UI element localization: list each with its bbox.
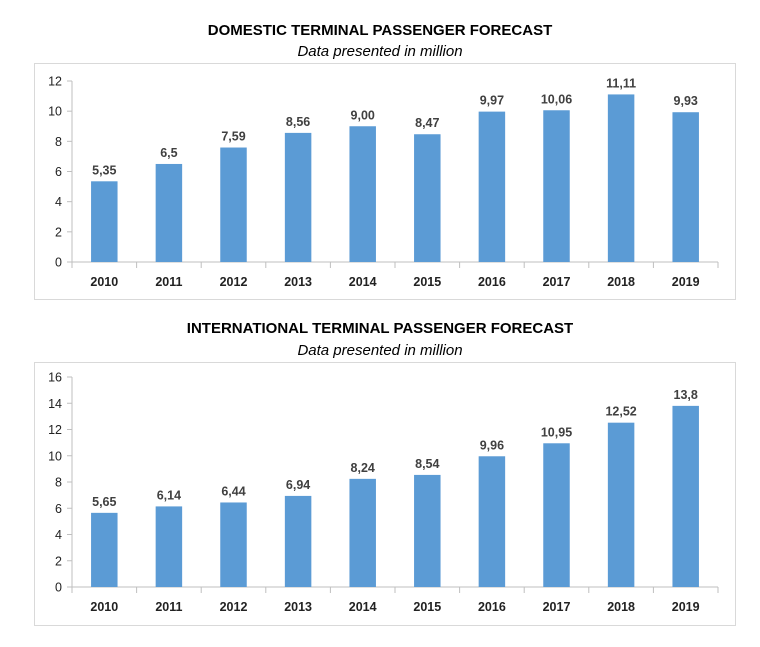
bar-2019 bbox=[672, 405, 699, 587]
y-tick-label: 2 bbox=[55, 225, 62, 239]
x-tick-label: 2017 bbox=[543, 275, 571, 289]
bar-2014 bbox=[349, 126, 376, 262]
x-tick-label: 2019 bbox=[672, 600, 700, 614]
data-label: 6,14 bbox=[157, 488, 181, 502]
x-tick-label: 2010 bbox=[90, 600, 118, 614]
bar-2012 bbox=[220, 502, 247, 587]
data-label: 9,96 bbox=[480, 438, 504, 452]
data-label: 7,59 bbox=[221, 130, 245, 144]
data-label: 5,35 bbox=[92, 163, 116, 177]
data-label: 8,54 bbox=[415, 457, 439, 471]
data-label: 10,06 bbox=[541, 92, 572, 106]
y-tick-label: 6 bbox=[55, 165, 62, 179]
bar-2014 bbox=[349, 478, 376, 587]
y-tick-label: 4 bbox=[55, 195, 62, 209]
bar-2019 bbox=[672, 112, 699, 262]
bar-2016 bbox=[478, 111, 506, 262]
x-tick-label: 2011 bbox=[155, 275, 182, 289]
chart-title-domestic: DOMESTIC TERMINAL PASSENGER FORECAST bbox=[207, 22, 553, 39]
data-label: 11,11 bbox=[606, 76, 636, 90]
x-tick-label: 2016 bbox=[478, 600, 506, 614]
data-label: 8,56 bbox=[286, 115, 310, 129]
x-tick-label: 2014 bbox=[349, 600, 377, 614]
data-label: 6,44 bbox=[221, 484, 245, 498]
x-tick-label: 2018 bbox=[607, 275, 635, 289]
y-tick-label: 12 bbox=[48, 423, 62, 437]
y-tick-label: 4 bbox=[55, 528, 62, 542]
y-tick-label: 6 bbox=[55, 502, 62, 516]
chart-title-international: INTERNATIONAL TERMINAL PASSENGER FORECAS… bbox=[186, 320, 574, 337]
x-tick-label: 2017 bbox=[543, 600, 571, 614]
bar-2017 bbox=[543, 443, 570, 587]
data-label: 8,47 bbox=[415, 116, 439, 130]
data-label: 6,5 bbox=[160, 146, 177, 160]
data-label: 8,24 bbox=[351, 461, 375, 475]
x-tick-label: 2013 bbox=[284, 600, 312, 614]
data-label: 9,97 bbox=[480, 94, 504, 108]
y-tick-label: 0 bbox=[55, 256, 62, 270]
data-label: 12,52 bbox=[605, 405, 636, 419]
x-tick-label: 2013 bbox=[284, 275, 312, 289]
bar-2010 bbox=[91, 181, 118, 262]
bar-2018 bbox=[607, 94, 635, 262]
bar-2010 bbox=[91, 512, 118, 587]
bar-2013 bbox=[284, 132, 312, 262]
bar-2013 bbox=[284, 495, 312, 587]
bar-2011 bbox=[155, 506, 183, 587]
x-tick-label: 2011 bbox=[155, 600, 182, 614]
bar-2012 bbox=[220, 147, 247, 262]
chart-subtitle-domestic: Data presented in million bbox=[297, 43, 463, 60]
data-label: 9,00 bbox=[351, 108, 375, 122]
x-tick-label: 2015 bbox=[413, 275, 441, 289]
x-tick-label: 2014 bbox=[349, 275, 377, 289]
y-tick-label: 16 bbox=[48, 371, 62, 385]
x-tick-label: 2012 bbox=[220, 275, 248, 289]
x-tick-label: 2018 bbox=[607, 600, 635, 614]
bar-2015 bbox=[414, 134, 441, 262]
data-label: 9,93 bbox=[674, 94, 698, 108]
bar-2015 bbox=[414, 474, 441, 587]
y-tick-label: 2 bbox=[55, 554, 62, 568]
x-tick-label: 2019 bbox=[672, 275, 700, 289]
chart-subtitle-international: Data presented in million bbox=[297, 342, 463, 359]
data-label: 6,94 bbox=[286, 478, 310, 492]
x-tick-label: 2015 bbox=[413, 600, 441, 614]
x-tick-label: 2010 bbox=[90, 275, 118, 289]
bar-2016 bbox=[478, 456, 506, 587]
x-tick-label: 2012 bbox=[220, 600, 248, 614]
data-label: 5,65 bbox=[92, 495, 116, 509]
y-tick-label: 8 bbox=[55, 476, 62, 490]
y-tick-label: 12 bbox=[48, 75, 62, 89]
y-tick-label: 10 bbox=[48, 449, 62, 463]
y-tick-label: 10 bbox=[48, 105, 62, 119]
y-tick-label: 0 bbox=[55, 581, 62, 595]
y-tick-label: 14 bbox=[48, 397, 62, 411]
x-tick-label: 2016 bbox=[478, 275, 506, 289]
data-label: 10,95 bbox=[541, 425, 572, 439]
bar-2018 bbox=[607, 422, 635, 587]
data-label: 13,8 bbox=[674, 388, 698, 402]
bar-2011 bbox=[155, 163, 183, 262]
y-tick-label: 8 bbox=[55, 135, 62, 149]
bar-2017 bbox=[543, 110, 570, 263]
